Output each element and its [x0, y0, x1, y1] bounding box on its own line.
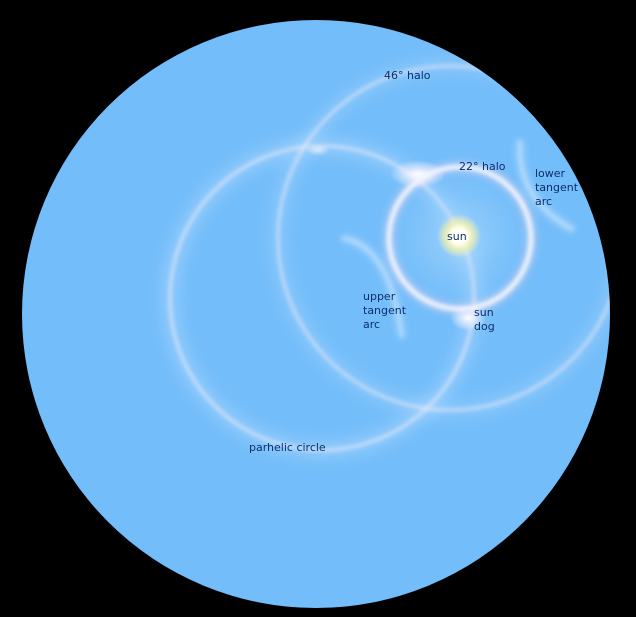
parhelic-intersection-glow	[306, 144, 330, 156]
label-upper-tangent-arc: upper tangent arc	[363, 290, 407, 331]
label-lower-tangent-arc: lower tangent arc	[535, 167, 579, 208]
label-sun-dog: sun dog	[474, 306, 495, 333]
sun-dog-glow	[450, 305, 486, 331]
label-46-halo: 46° halo	[384, 69, 431, 82]
sky-disc	[22, 20, 610, 608]
lower-tangent-arc	[516, 139, 576, 234]
upper-tangent-arc	[341, 235, 405, 339]
label-sun: sun	[447, 230, 467, 243]
sun-disc	[450, 227, 468, 245]
upper-left-sparkle	[390, 160, 446, 188]
label-parhelic-circle: parhelic circle	[249, 441, 326, 454]
label-22-halo: 22° halo	[459, 160, 506, 173]
halo-46-ring	[272, 60, 610, 416]
